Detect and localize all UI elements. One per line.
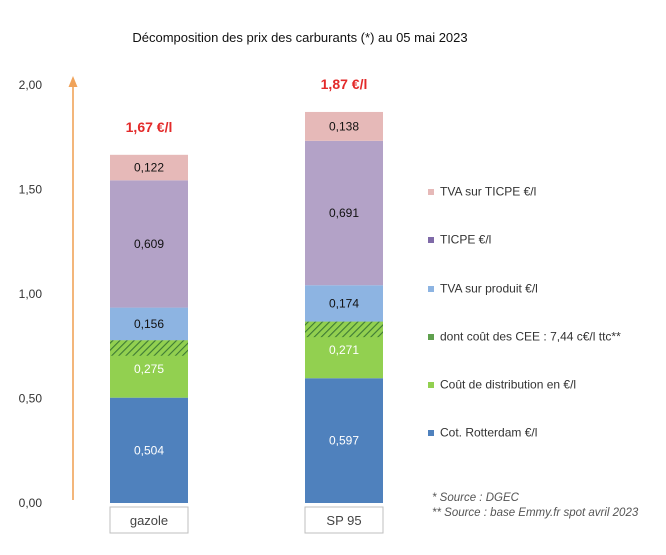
data-label: 0,122 (134, 161, 164, 175)
bar-segment (305, 111, 383, 141)
data-label: 0,138 (329, 119, 359, 133)
y-tick-label: 1,00 (19, 287, 43, 301)
source-note: * Source : DGEC (432, 492, 519, 504)
bar-segment (305, 378, 383, 503)
legend-entry: TICPE €/l (440, 233, 491, 247)
data-label: 0,174 (329, 296, 359, 310)
legend-marker (428, 189, 434, 195)
x-tick-label: gazole (130, 513, 168, 528)
bar-segment (305, 140, 383, 286)
bar-segment (110, 307, 188, 341)
bar-segment-cee-hatched (110, 340, 188, 356)
total-label: 1,67 €/l (126, 119, 173, 135)
legend-entry: TVA sur produit €/l (440, 282, 538, 296)
legend-entry: Cot. Rotterdam €/l (440, 426, 537, 440)
legend-entry: TVA sur TICPE €/l (440, 185, 536, 199)
data-label: 0,271 (329, 343, 359, 357)
source-note-cee: ** Source : base Emmy.fr spot avril 2023 (432, 507, 639, 519)
legend-marker (428, 286, 434, 292)
legend-marker (428, 334, 434, 340)
trend-arrow-head (68, 76, 78, 87)
category-box (304, 506, 384, 534)
bar-segment (110, 154, 188, 181)
y-tick-label: 2,00 (19, 78, 43, 92)
legend-marker (428, 382, 434, 388)
data-label: 0,609 (134, 237, 164, 251)
total-label: 1,87 €/l (321, 76, 368, 92)
bar-segment-cee-hatched (305, 321, 383, 338)
y-tick-label: 0,50 (19, 392, 43, 406)
legend-entry: dont coût des CEE : 7,44 c€/l ttc** (440, 330, 621, 344)
y-tick-label: 1,50 (19, 183, 43, 197)
bar-segment (110, 180, 188, 308)
legend-entry: Coût de distribution en €/l (440, 378, 576, 392)
legend-marker (428, 430, 434, 436)
bar-segment (305, 285, 383, 322)
bar-segment (110, 397, 188, 503)
data-label: 0,275 (134, 362, 164, 376)
legend-marker (428, 237, 434, 243)
y-tick-label: 0,00 (19, 496, 43, 510)
x-tick-label: SP 95 (326, 513, 361, 528)
data-label: 0,504 (134, 443, 164, 457)
category-box (109, 506, 189, 534)
chart-title: Décomposition des prix des carburants (*… (132, 30, 468, 45)
data-label: 0,691 (329, 206, 359, 220)
data-label: 0,156 (134, 317, 164, 331)
data-label: 0,597 (329, 434, 359, 448)
